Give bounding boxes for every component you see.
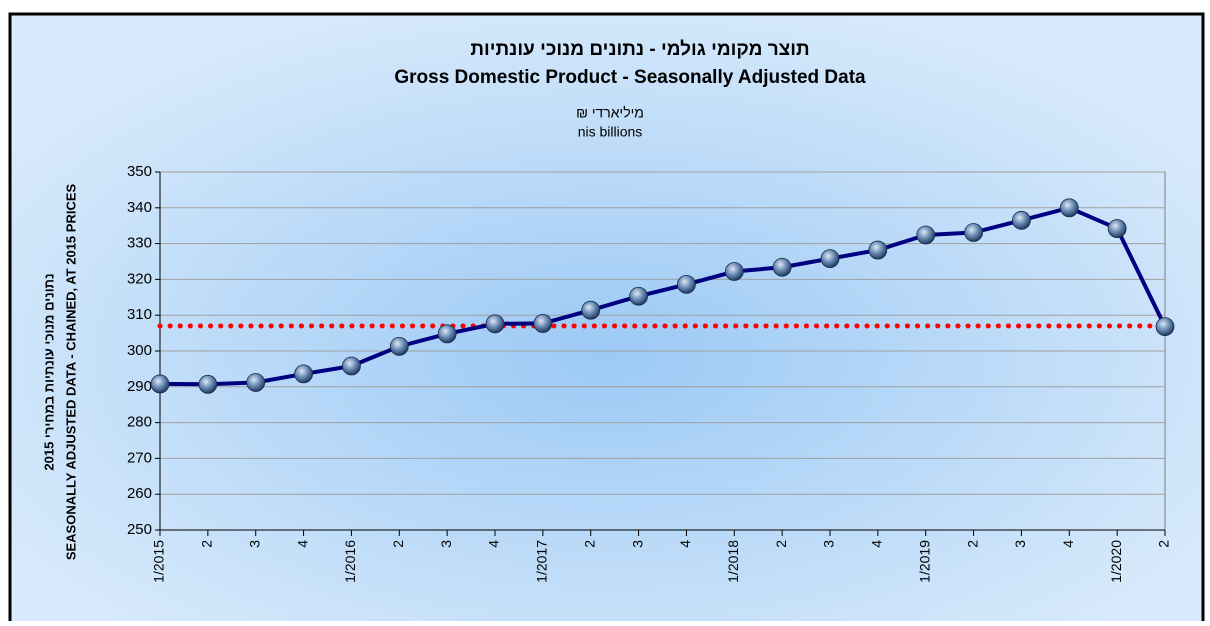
x-tick-label: 3 xyxy=(1012,540,1028,548)
data-point xyxy=(772,257,792,277)
data-point xyxy=(916,225,936,245)
data-point xyxy=(724,262,744,281)
chart-title: תוצר מקומי גולמי - נתונים מנוכי עונתיות xyxy=(470,39,809,60)
data-point xyxy=(294,364,313,384)
frame xyxy=(8,12,1205,626)
x-tick-label: 3 xyxy=(246,540,262,548)
y-tick-label: 300 xyxy=(127,342,152,359)
subtitle-en: nis billions xyxy=(578,124,643,140)
subtitle: מיליארדי ₪ xyxy=(576,105,644,121)
data-point xyxy=(533,314,553,333)
x-tick-label: 4 xyxy=(1060,540,1076,548)
data-point xyxy=(677,275,696,294)
data-point xyxy=(1155,317,1175,337)
y-tick-label: 250 xyxy=(127,521,152,538)
data-point xyxy=(485,314,505,334)
data-point xyxy=(342,356,361,376)
x-tick-label: 1/2019 xyxy=(916,540,932,583)
y-axis-label: נתונים מנוכי עונתיות במחירי 2015 xyxy=(41,273,56,470)
chart-title-en: Gross Domestic Product - Seasonally Adju… xyxy=(394,67,866,88)
x-tick-label: 1/2015 xyxy=(151,540,167,583)
data-point xyxy=(581,300,601,320)
x-tick-label: 1/2020 xyxy=(1108,540,1124,583)
x-tick-label: 1/2017 xyxy=(534,540,550,583)
y-tick-label: 320 xyxy=(127,270,152,287)
data-point xyxy=(1059,198,1079,218)
data-point xyxy=(629,286,648,306)
data-point xyxy=(1012,210,1031,230)
data-point xyxy=(868,240,888,260)
x-tick-label: 3 xyxy=(629,540,645,548)
y-tick-label: 330 xyxy=(127,235,152,252)
y-tick-label: 270 xyxy=(127,449,152,466)
x-tick-label: 2 xyxy=(581,540,597,548)
x-tick-label: 2 xyxy=(390,540,406,548)
data-point xyxy=(1107,219,1127,238)
x-tick-label: 4 xyxy=(294,540,310,548)
y-tick-label: 280 xyxy=(127,414,152,431)
x-tick-label: 2 xyxy=(964,540,980,548)
y-tick-label: 340 xyxy=(127,199,152,216)
y-tick-label: 260 xyxy=(127,485,152,502)
x-tick-label: 1/2016 xyxy=(342,540,358,583)
data-point xyxy=(820,249,840,269)
x-tick-label: 4 xyxy=(869,540,885,548)
data-point xyxy=(198,374,218,394)
x-tick-label: 1/2018 xyxy=(725,540,741,583)
y-tick-label: 350 xyxy=(127,163,152,180)
data-point xyxy=(437,324,457,344)
x-tick-label: 4 xyxy=(677,540,693,548)
x-tick-label: 2 xyxy=(199,540,215,548)
data-point xyxy=(150,374,170,394)
x-tick-label: 2 xyxy=(1156,540,1172,548)
data-line xyxy=(159,205,1167,387)
x-tick-label: 3 xyxy=(438,540,454,548)
y-tick-label: 310 xyxy=(127,306,152,323)
x-tick-label: 2 xyxy=(773,540,789,548)
y-axis-label-en: SEASONALLY ADJUSTED DATA - CHAINED, AT 2… xyxy=(63,184,78,561)
data-point xyxy=(246,373,266,392)
data-point xyxy=(389,336,409,356)
data-point xyxy=(964,223,983,242)
x-tick-label: 4 xyxy=(486,540,502,548)
y-tick-label: 290 xyxy=(127,378,152,395)
x-tick-label: 3 xyxy=(821,540,837,548)
